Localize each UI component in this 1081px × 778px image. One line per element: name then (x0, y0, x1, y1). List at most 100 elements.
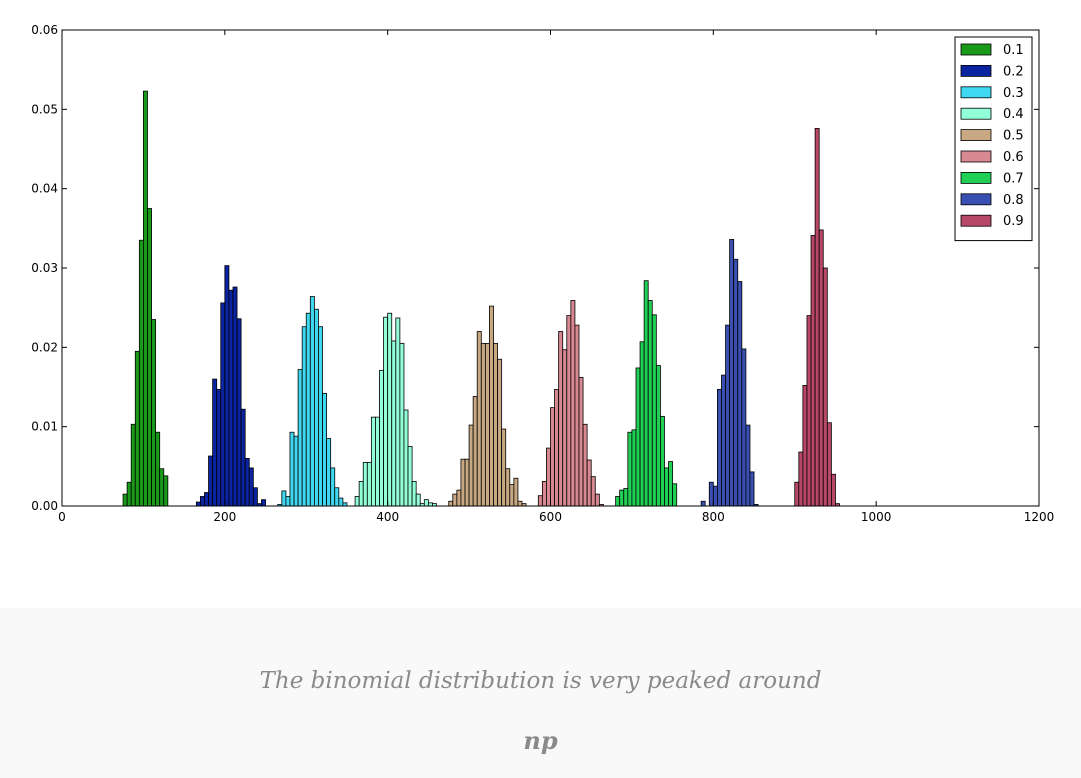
bar (635, 367, 641, 507)
bar (476, 331, 482, 507)
bar (509, 484, 515, 507)
chart: 0 200 400 600 800 1000 1200 0.00 0.01 0.02 0.03 0.0… (31, 23, 1055, 524)
legend-swatch (960, 193, 992, 206)
bar (566, 315, 572, 507)
y-tick-label: 0.05 (31, 102, 58, 116)
caption-text: The binomial distribution is very peaked… (259, 668, 822, 694)
bar (554, 388, 560, 507)
bar (717, 388, 722, 507)
bar (301, 326, 307, 507)
x-tick-label: 200 (213, 510, 236, 524)
bar (468, 424, 474, 507)
bar (281, 490, 287, 507)
legend-label: 0.8 (1003, 193, 1024, 208)
y-tick-label: 0.06 (31, 23, 58, 37)
bar (814, 127, 820, 507)
bar (122, 493, 128, 507)
bar (643, 280, 649, 507)
legend-swatch (960, 107, 992, 120)
bar (627, 431, 633, 507)
bar (631, 429, 637, 507)
bar (232, 286, 238, 507)
bar (244, 457, 250, 507)
bar (403, 409, 409, 507)
bar (375, 416, 380, 507)
bar (818, 229, 824, 507)
bar (741, 348, 747, 507)
bar (668, 461, 674, 507)
bar (248, 467, 254, 507)
bar (708, 481, 714, 507)
bar (810, 235, 816, 507)
bar (672, 483, 678, 507)
bar (338, 497, 344, 507)
bar (745, 424, 751, 507)
legend-swatch (960, 171, 992, 184)
bar (252, 487, 258, 507)
bar (415, 493, 421, 507)
legend-swatch (960, 150, 992, 163)
bar (806, 315, 812, 507)
bar (326, 438, 332, 507)
bar (224, 265, 230, 507)
bar (619, 489, 625, 507)
legend-swatch (960, 214, 992, 227)
bar (493, 342, 498, 507)
bar (639, 341, 645, 507)
bar (399, 342, 405, 507)
bar (362, 461, 368, 507)
bar (456, 489, 462, 507)
bar (562, 349, 568, 507)
x-tick-label: 1200 (1024, 510, 1055, 524)
bar (497, 358, 503, 507)
bar (216, 388, 222, 507)
bar (484, 342, 490, 507)
bar (489, 305, 494, 507)
bar (240, 408, 246, 507)
bar (505, 468, 511, 507)
bar (366, 461, 372, 507)
bar (550, 407, 555, 507)
bar (309, 296, 315, 507)
bar (655, 365, 661, 507)
bar (729, 239, 735, 507)
x-tick-label: 400 (376, 510, 399, 524)
bar (541, 481, 547, 507)
x-tick-label: 1000 (861, 510, 892, 524)
legend-label: 0.7 (1003, 171, 1024, 186)
bar (147, 208, 152, 507)
bar (330, 467, 336, 507)
caption-formula: np (523, 726, 558, 755)
bar (395, 317, 401, 507)
bar (460, 458, 466, 507)
bar (615, 496, 621, 507)
bar (143, 90, 148, 507)
y-tick-label: 0.00 (31, 499, 58, 513)
bar (623, 488, 629, 507)
bar (151, 319, 157, 507)
legend-swatch (960, 65, 992, 77)
bar (582, 423, 588, 507)
bar (480, 342, 486, 507)
bar (664, 467, 669, 507)
bar (387, 312, 393, 507)
y-tick-label: 0.02 (31, 340, 58, 354)
bar (322, 392, 328, 507)
bar (452, 493, 458, 507)
bar (130, 423, 136, 507)
bar (501, 428, 507, 507)
bar (391, 340, 397, 507)
bar (354, 496, 360, 507)
bar (826, 422, 832, 507)
bar (370, 416, 376, 507)
bar (163, 475, 169, 507)
bar (155, 431, 161, 507)
y-tick-label: 0.04 (31, 182, 58, 196)
legend-label: 0.2 (1003, 64, 1024, 79)
bar (517, 500, 523, 507)
legend-label: 0.1 (1003, 43, 1024, 58)
bar (721, 374, 726, 507)
bar (289, 431, 295, 507)
bar (212, 378, 218, 507)
